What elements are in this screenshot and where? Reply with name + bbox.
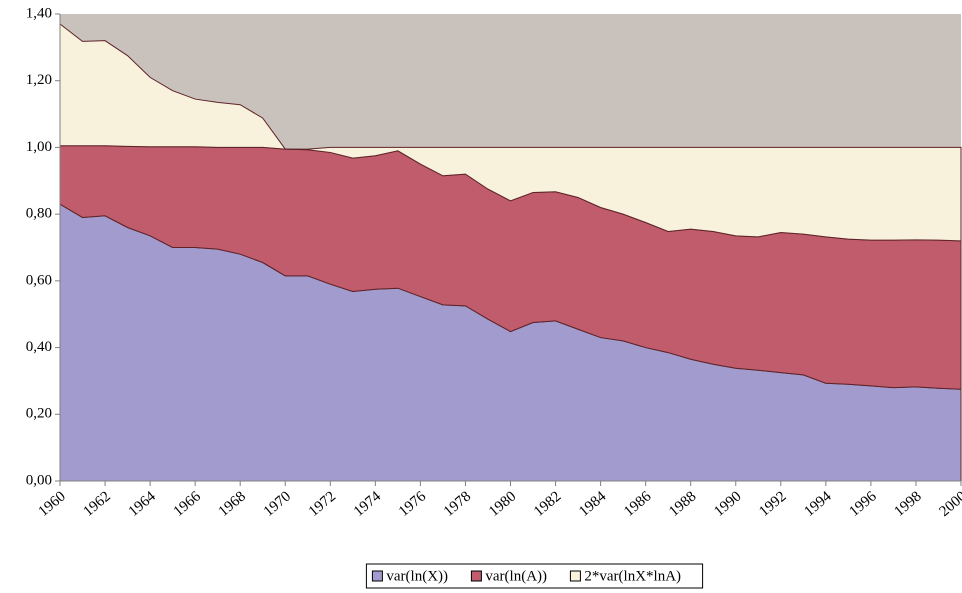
legend-swatch xyxy=(569,570,581,582)
y-tick-label: 0,00 xyxy=(26,472,52,488)
x-tick-label: 1978 xyxy=(441,488,474,520)
y-tick-label: 1,20 xyxy=(26,72,52,88)
x-tick-label: 1996 xyxy=(846,488,880,520)
x-tick-label: 1984 xyxy=(576,488,610,520)
x-tick-label: 1986 xyxy=(621,488,655,520)
legend-label: 2*var(lnX*lnA) xyxy=(584,568,681,584)
x-tick-label: 1988 xyxy=(666,488,699,520)
y-tick-label: 1,40 xyxy=(26,5,52,21)
y-tick-label: 0,20 xyxy=(26,406,52,422)
x-tick-label: 2000 xyxy=(937,488,962,520)
y-tick-label: 0,60 xyxy=(26,272,52,288)
x-tick-label: 1966 xyxy=(171,488,205,520)
x-tick-label: 1964 xyxy=(126,488,160,520)
x-tick-label: 1980 xyxy=(486,488,519,520)
x-tick-label: 1998 xyxy=(891,488,924,520)
legend-box xyxy=(365,563,704,589)
x-tick-label: 1990 xyxy=(711,488,744,520)
x-tick-label: 1994 xyxy=(801,488,835,520)
legend-label: var(ln(A)) xyxy=(485,568,547,584)
y-tick-label: 1,00 xyxy=(26,139,52,155)
x-tick-label: 1962 xyxy=(81,488,114,520)
legend-swatch xyxy=(371,570,383,582)
y-tick-label: 0,40 xyxy=(26,339,52,355)
x-tick-label: 1968 xyxy=(216,488,249,520)
area xyxy=(59,22,962,242)
x-tick-label: 1970 xyxy=(261,488,294,520)
legend-label: var(ln(X)) xyxy=(386,568,448,584)
x-tick-label: 1972 xyxy=(306,488,339,520)
x-tick-label: 1974 xyxy=(351,488,385,520)
x-tick-label: 1982 xyxy=(531,488,564,520)
y-tick-label: 0,80 xyxy=(26,206,52,222)
x-tick-label: 1992 xyxy=(756,488,789,520)
legend-swatch xyxy=(470,570,482,582)
legend: var(ln(X)) var(ln(A)) 2*var(lnX*lnA) xyxy=(365,563,704,589)
x-tick-label: 1976 xyxy=(396,488,430,520)
x-tick-label: 1960 xyxy=(36,488,69,520)
